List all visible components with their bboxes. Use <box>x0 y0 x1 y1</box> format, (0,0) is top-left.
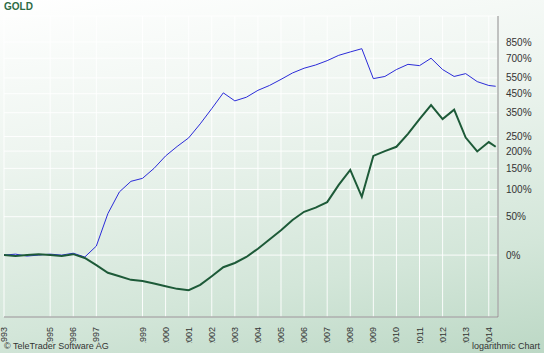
svg-text:550%: 550% <box>506 72 532 83</box>
svg-text:250%: 250% <box>506 131 532 142</box>
svg-text:200%: 200% <box>506 146 532 157</box>
svg-text:700%: 700% <box>506 53 532 64</box>
svg-text:450%: 450% <box>506 88 532 99</box>
html-text:GOLD: GOLD <box>4 1 33 12</box>
svg-text:2008: 2008 <box>345 327 355 343</box>
svg-text:2002: 2002 <box>207 327 217 343</box>
svg-text:2009: 2009 <box>368 327 378 343</box>
svg-text:50%: 50% <box>506 211 526 222</box>
svg-text:2001: 2001 <box>184 327 194 343</box>
svg-text:1999: 1999 <box>138 327 148 343</box>
html-text:© TeleTrader Software AG: © TeleTrader Software AG <box>4 341 109 351</box>
svg-text:0%: 0% <box>506 250 521 261</box>
svg-text:1997: 1997 <box>91 327 101 343</box>
svg-text:350%: 350% <box>506 107 532 118</box>
svg-text:2014: 2014 <box>484 327 494 343</box>
svg-text:850%: 850% <box>506 37 532 48</box>
svg-text:2010: 2010 <box>391 327 401 343</box>
svg-text:2013: 2013 <box>461 327 471 343</box>
svg-text:100%: 100% <box>506 184 532 195</box>
svg-text:2004: 2004 <box>253 327 263 343</box>
svg-text:1995: 1995 <box>45 327 55 343</box>
svg-text:2000: 2000 <box>161 327 171 343</box>
svg-text:2006: 2006 <box>299 327 309 343</box>
html-text:logarithmic Chart: logarithmic Chart <box>472 341 540 351</box>
svg-text:2007: 2007 <box>322 327 332 343</box>
svg-text:150%: 150% <box>506 163 532 174</box>
svg-text:2011: 2011 <box>415 327 425 343</box>
svg-text:1993: 1993 <box>0 327 9 343</box>
svg-text:2005: 2005 <box>276 327 286 343</box>
svg-text:2003: 2003 <box>230 327 240 343</box>
svg-text:1996: 1996 <box>68 327 78 343</box>
svg-text:2012: 2012 <box>438 327 448 343</box>
